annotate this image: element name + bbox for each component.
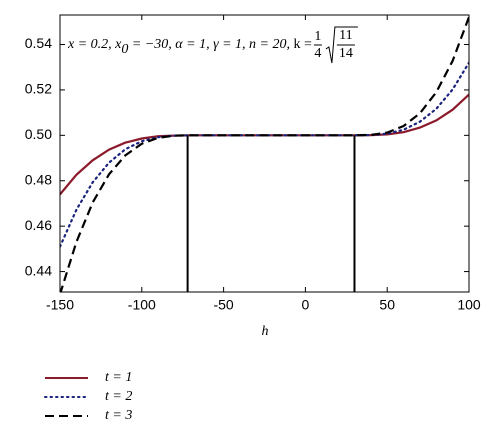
series-line: [60, 16, 469, 292]
y-tick-label: 0.52: [25, 81, 52, 97]
annotation-frac-den: 4: [314, 46, 321, 61]
annotation-subscript: 0: [121, 42, 128, 57]
legend-label: t = 1: [105, 370, 132, 385]
legend-label: t = 3: [105, 408, 132, 423]
y-tick-label: 0.50: [25, 126, 52, 142]
x-tick-label: -50: [213, 297, 233, 313]
x-tick-label: -150: [46, 297, 74, 313]
radical: [325, 26, 358, 64]
series-line: [60, 93, 469, 196]
y-tick-label: 0.44: [25, 262, 52, 278]
annotation-root-den: 14: [339, 46, 353, 61]
x-tick-label: -100: [128, 297, 156, 313]
x-tick-label: 0: [302, 297, 310, 313]
annotation-frac-num: 1: [314, 29, 321, 44]
plot-frame: [59, 14, 470, 293]
x-axis-label: h: [262, 324, 269, 339]
annotation-root-num: 11: [339, 28, 352, 43]
annotation-text: = −30, α = 1, γ = 1, n = 20,: [128, 37, 293, 52]
annotation-text: x = 0.2, x: [67, 37, 122, 52]
legend-label: t = 2: [105, 389, 132, 404]
y-tick-label: 0.54: [25, 35, 52, 51]
x-tick-label: 100: [457, 297, 481, 313]
y-tick-label: 0.48: [25, 171, 52, 187]
annotation-k: k =: [293, 37, 312, 52]
x-tick-label: 50: [379, 297, 395, 313]
series-line: [60, 61, 469, 248]
y-tick-label: 0.46: [25, 217, 52, 233]
